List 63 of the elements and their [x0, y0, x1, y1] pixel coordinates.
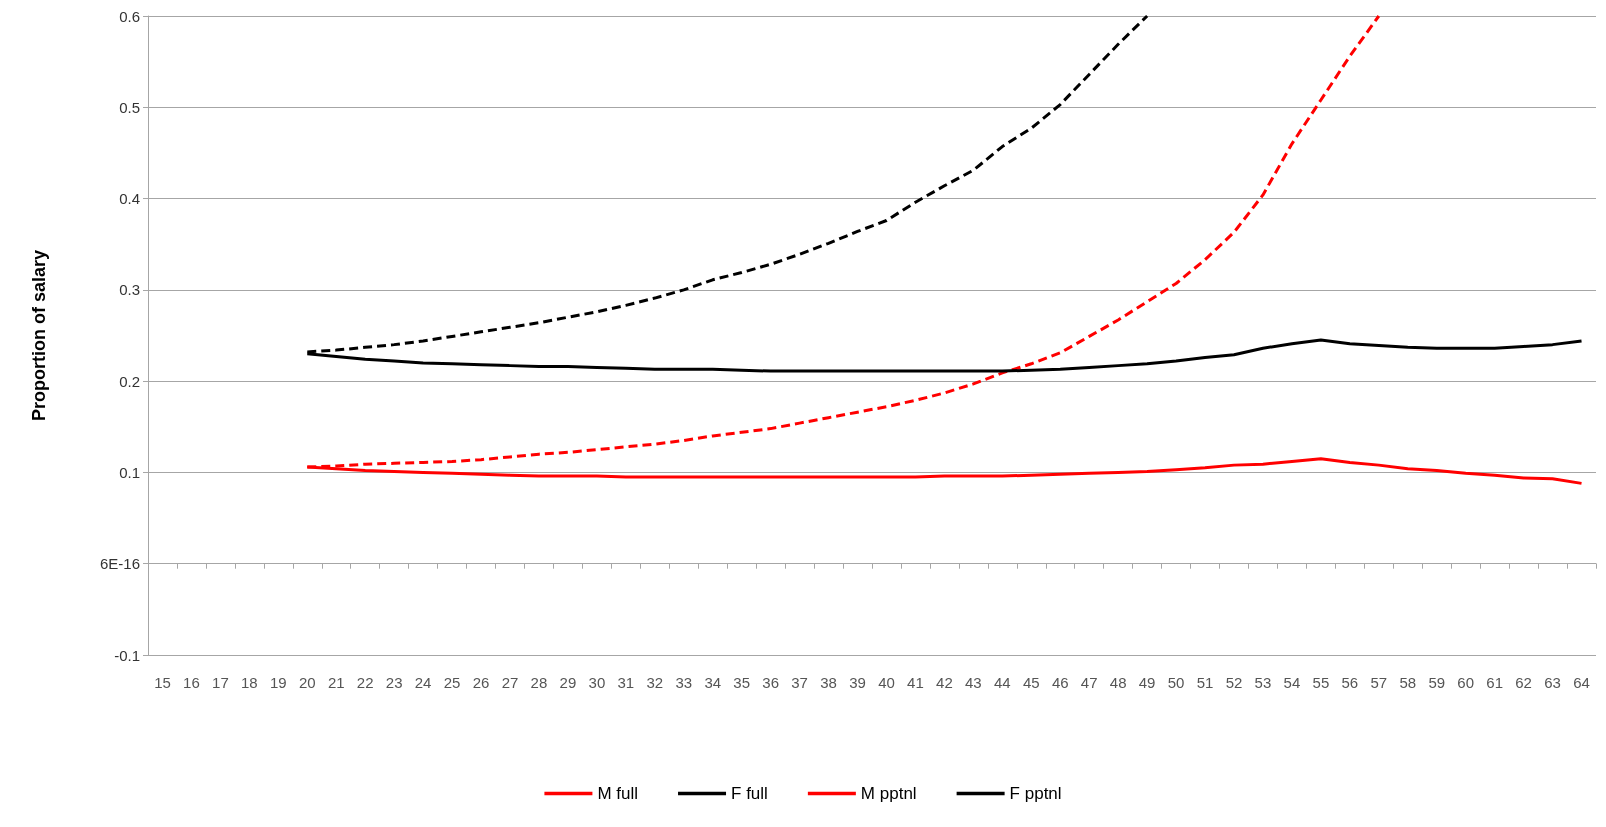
y-tick-label: 0.2 — [119, 372, 140, 390]
y-tick-label: 0.5 — [119, 98, 140, 116]
x-tick-label: 29 — [559, 674, 577, 691]
x-tick-label: 47 — [1080, 674, 1098, 691]
x-tick-label: 17 — [212, 674, 229, 691]
x-tick-label: 56 — [1341, 674, 1359, 691]
x-tick-label: 33 — [675, 674, 693, 691]
x-tick-label: 62 — [1515, 674, 1532, 691]
x-tick-label: 32 — [646, 674, 664, 691]
x-tick-label: 60 — [1457, 674, 1475, 691]
x-tick-label: 64 — [1573, 674, 1590, 691]
y-axis-title: Proportion of salary — [29, 249, 49, 422]
legend-label: M full — [597, 784, 639, 803]
x-tick-label: 61 — [1486, 674, 1503, 691]
y-tick-label: -0.1 — [114, 646, 140, 664]
x-tick-label: 34 — [704, 674, 722, 691]
x-tick-label: 63 — [1544, 674, 1561, 691]
x-tick-label: 40 — [878, 674, 895, 691]
x-tick-label: 41 — [907, 674, 924, 691]
y-tick-label: 0.4 — [119, 190, 140, 208]
x-tick-label: 22 — [356, 674, 374, 691]
y-tick-label: 0.6 — [119, 7, 140, 25]
x-tick-label: 18 — [241, 674, 258, 691]
x-tick-label: 42 — [936, 674, 953, 691]
x-tick-label: 30 — [588, 674, 606, 691]
x-tick-label: 15 — [154, 674, 171, 691]
x-tick-label: 53 — [1254, 674, 1272, 691]
x-tick-label: 52 — [1225, 674, 1243, 691]
x-tick-label: 44 — [993, 674, 1011, 691]
x-tick-label: 46 — [1051, 674, 1069, 691]
x-tick-label: 23 — [385, 674, 403, 691]
x-tick-label: 20 — [298, 674, 316, 691]
x-tick-label: 39 — [849, 674, 866, 691]
x-tick-label: 16 — [183, 674, 200, 691]
y-tick-label: 6E-16 — [99, 555, 140, 573]
x-tick-label: 43 — [965, 674, 982, 691]
x-tick-label: 57 — [1370, 674, 1388, 691]
x-tick-label: 28 — [530, 674, 548, 691]
x-tick-label: 35 — [733, 674, 751, 691]
x-tick-label: 48 — [1109, 674, 1127, 691]
x-tick-label: 54 — [1283, 674, 1301, 691]
x-tick-label: 27 — [501, 674, 519, 691]
x-tick-label: 50 — [1167, 674, 1185, 691]
x-tick-label: 19 — [269, 674, 287, 691]
x-tick-label: 49 — [1138, 674, 1156, 691]
legend-label: F full — [731, 784, 768, 803]
x-tick-label: 25 — [443, 674, 461, 691]
x-tick-label: 58 — [1399, 674, 1417, 691]
x-tick-label: 26 — [472, 674, 490, 691]
y-tick-label: 0.3 — [119, 281, 140, 299]
x-tick-label: 38 — [820, 674, 837, 691]
x-tick-label: 59 — [1428, 674, 1446, 691]
x-tick-label: 36 — [762, 674, 779, 691]
x-tick-label: 55 — [1312, 674, 1330, 691]
legend-label: M pptnl — [860, 784, 917, 803]
x-tick-label: 37 — [791, 674, 808, 691]
legend-label: F pptnl — [1009, 784, 1062, 803]
y-tick-label: 0.1 — [119, 463, 140, 481]
x-tick-label: 31 — [617, 674, 635, 691]
x-tick-label: 51 — [1196, 674, 1214, 691]
x-tick-label: 24 — [414, 674, 432, 691]
x-tick-label: 45 — [1022, 674, 1040, 691]
x-tick-label: 21 — [327, 674, 345, 691]
